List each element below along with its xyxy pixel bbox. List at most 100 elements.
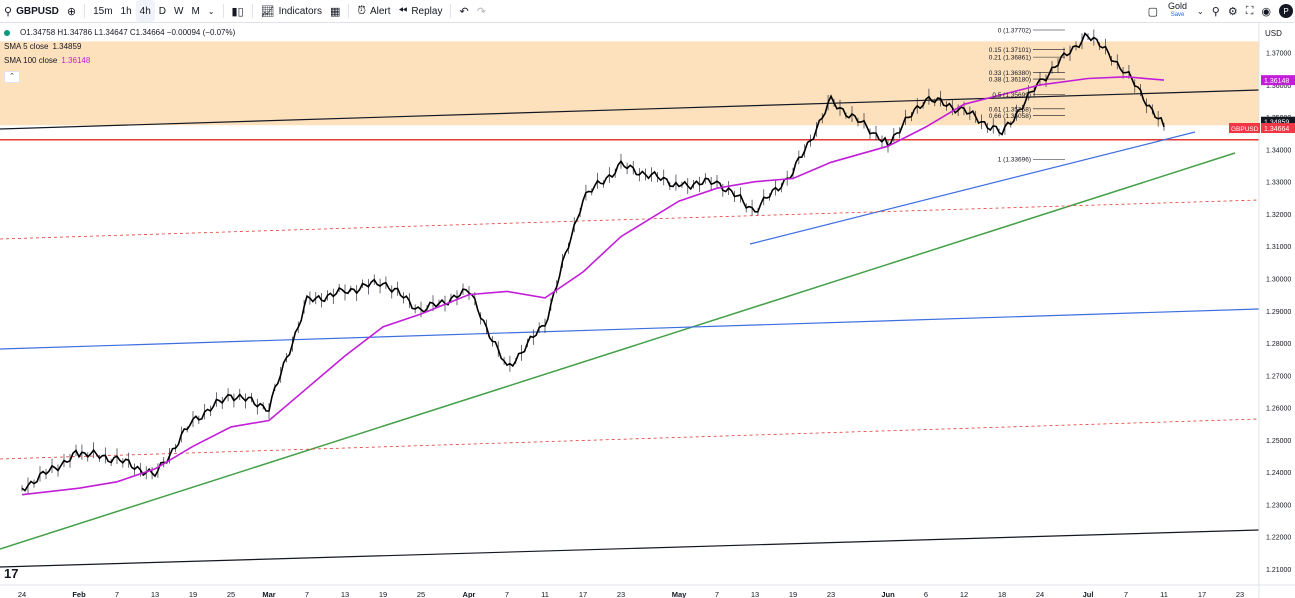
undo-icon: ↶	[459, 5, 469, 18]
compare-button[interactable]: ⊕	[63, 0, 80, 22]
sma5-row[interactable]: SMA 5 close 1.34859	[4, 40, 235, 54]
dashed-channel-upper	[0, 199, 1260, 240]
time-tick-label: 23	[1236, 590, 1244, 598]
time-tick-label: Mar	[262, 590, 275, 598]
fib-level-label: 1 (1.33696)	[998, 157, 1031, 164]
dashed-channel-lower	[0, 418, 1260, 460]
lower-trendline	[0, 529, 1260, 568]
camera-icon: ◉	[1261, 5, 1271, 18]
fib-level-label: 0.21 (1.36861)	[989, 55, 1031, 62]
legend-collapse-button[interactable]: ⌃	[4, 71, 20, 83]
time-tick-label: 7	[715, 590, 719, 598]
time-tick-label: 19	[789, 590, 797, 598]
symbol-tag-box	[1229, 123, 1260, 134]
plus-circle-icon: ⊕	[66, 5, 77, 18]
price-label-text: 1.34664	[1264, 126, 1289, 133]
snapshot-button[interactable]: ◉	[1257, 0, 1275, 22]
price-tick-label: 1.29000	[1266, 309, 1291, 316]
price-chart[interactable]: 0 (1.37702) 0.15 (1.37101)0.21 (1.36861) 0…	[0, 22, 1295, 598]
quick-search-button[interactable]: ⚲	[1208, 0, 1224, 22]
series-layer	[21, 29, 1165, 496]
price-tick-label: 1.28000	[1266, 341, 1291, 348]
time-tick-label: 17	[1198, 590, 1206, 598]
time-axis: 24 Feb 7 13 19 25 Mar 7 13 19 25 Apr 7 11 17 23 May 7 13 19…	[18, 590, 1244, 598]
alert-button[interactable]: ⏰︎ Alert	[353, 0, 394, 22]
fib-level-label: 0.15 (1.37101)	[989, 47, 1031, 54]
chevron-up-icon: ⌃	[9, 73, 15, 80]
market-status-dot	[4, 30, 10, 36]
alarm-clock-icon: ⏰︎	[357, 4, 366, 17]
price-tick-label: 1.31000	[1266, 244, 1291, 251]
divider	[348, 4, 350, 18]
blue-channel-line	[0, 308, 1260, 350]
timeframe-m[interactable]: M	[191, 5, 200, 17]
ohlc-values: O1.34758 H1.34786 L1.34647 C1.34664 −0.0…	[20, 28, 236, 37]
time-tick-label: Feb	[72, 590, 86, 598]
replay-button[interactable]: ⏪︎ Replay	[395, 0, 447, 22]
timeframe-15m[interactable]: 15m	[93, 5, 113, 17]
settings-button[interactable]: ⚙︎	[1224, 0, 1242, 22]
time-tick-label: 19	[379, 590, 387, 598]
avatar[interactable]: P	[1279, 4, 1293, 18]
price-tick-label: 1.32000	[1266, 212, 1291, 219]
chart-type-button[interactable]: ▮▯	[228, 0, 248, 22]
layout-name-label: Gold	[1168, 1, 1188, 11]
layout-name[interactable]: Gold Save	[1162, 2, 1193, 20]
time-tick-label: 24	[18, 590, 26, 598]
top-toolbar: ⚲ GBPUSD ⊕ 15m 1h 4h D W M ⌄ ▮▯ 📈︎ Indic…	[0, 0, 1295, 23]
time-tick-label: 7	[1124, 590, 1128, 598]
price-label-text: 1.36148	[1264, 78, 1289, 85]
legend: O1.34758 H1.34786 L1.34647 C1.34664 −0.0…	[4, 26, 235, 83]
drawing-lines-layer	[0, 89, 1260, 568]
square-icon: ▢	[1147, 5, 1159, 18]
time-tick-label: 7	[305, 590, 309, 598]
time-tick-label: 25	[227, 590, 235, 598]
indicators-button[interactable]: 📈︎ Indicators	[257, 0, 326, 22]
time-tick-label: 13	[151, 590, 159, 598]
fib-level-label: 0.33 (1.36380)	[989, 70, 1031, 77]
time-tick-label: 19	[189, 590, 197, 598]
time-tick-label: Jul	[1083, 590, 1094, 598]
time-tick-label: Apr	[463, 590, 476, 598]
gear-icon: ⚙︎	[1227, 5, 1238, 18]
divider	[450, 4, 452, 18]
divider	[222, 4, 224, 18]
symbol-search[interactable]: ⚲ GBPUSD	[0, 0, 63, 22]
price-tick-label: 1.34000	[1266, 147, 1291, 154]
replay-label: Replay	[411, 5, 443, 17]
layout-button[interactable]: ▢	[1144, 0, 1162, 22]
fullscreen-icon: ⛶	[1245, 4, 1254, 17]
price-tick-label: 1.24000	[1266, 470, 1291, 477]
timeframe-dropdown[interactable]: ⌄	[204, 0, 219, 22]
time-tick-label: 13	[751, 590, 759, 598]
redo-icon: ↷	[476, 5, 486, 18]
fib-layer: 0 (1.37702) 0.15 (1.37101)0.21 (1.36861) 0…	[989, 28, 1065, 164]
sma5-line	[21, 32, 1165, 492]
timeframe-w[interactable]: W	[174, 5, 184, 17]
templates-button[interactable]: ▦	[326, 0, 344, 22]
time-tick-label: 23	[617, 590, 625, 598]
undo-button[interactable]: ↶	[455, 0, 472, 22]
fib-level-label: 0.61 (1.35258)	[989, 106, 1031, 113]
right-toolbar: ▢ Gold Save ⌄ ⚲ ⚙︎ ⛶ ◉ P	[1144, 0, 1295, 22]
fib-level-label: 0.66 (1.35058)	[989, 113, 1031, 120]
price-tick-label: 1.21000	[1266, 567, 1291, 574]
candles-icon: ▮▯	[231, 5, 244, 18]
price-tick-label: 1.30000	[1266, 276, 1291, 283]
fullscreen-button[interactable]: ⛶	[1242, 0, 1258, 22]
save-label: Save	[1170, 12, 1185, 18]
symbol-tag-text: GBPUSD	[1231, 126, 1259, 133]
redo-button[interactable]: ↷	[473, 0, 490, 22]
timeframe-4h[interactable]: 4h	[135, 0, 155, 22]
timeframe-1h[interactable]: 1h	[120, 5, 132, 17]
fib-level-label: 0.5 (1.35699)	[992, 92, 1031, 99]
rewind-icon: ⏪︎	[398, 4, 408, 17]
price-label-box	[1261, 116, 1295, 127]
alert-label: Alert	[369, 5, 391, 17]
timeframe-d[interactable]: D	[158, 5, 167, 17]
price-tick-label: 1.37000	[1266, 51, 1291, 58]
sma100-row[interactable]: SMA 100 close 1.36148	[4, 54, 235, 68]
layout-dropdown[interactable]: ⌄	[1193, 0, 1208, 22]
price-tick-label: 1.22000	[1266, 535, 1291, 542]
time-tick-label: 25	[417, 590, 425, 598]
